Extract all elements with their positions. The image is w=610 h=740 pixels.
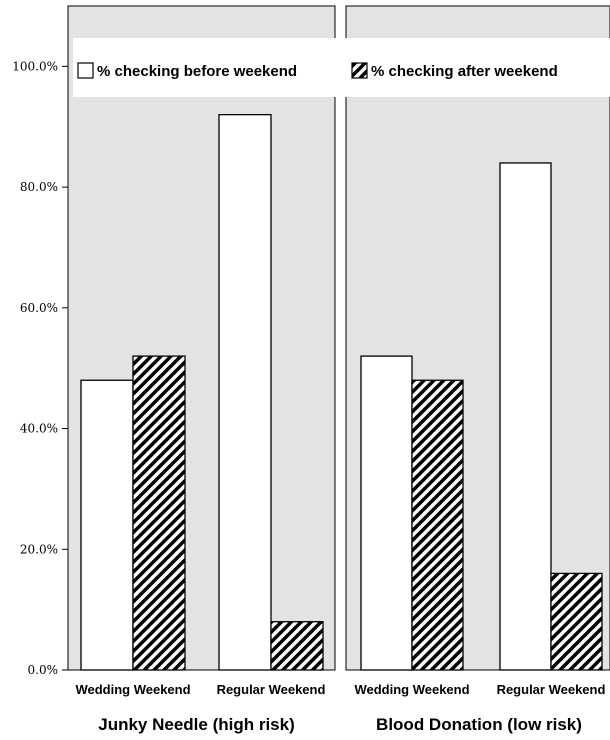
category-label: Regular Weekend: [217, 682, 326, 697]
legend-item: % checking after weekend: [351, 62, 558, 80]
bar-before-weekend: [80, 379, 134, 671]
legend-label: % checking after weekend: [371, 63, 558, 80]
legend-box: [73, 38, 610, 97]
bar-before-weekend: [218, 114, 272, 671]
bar-after-weekend: [550, 572, 603, 671]
legend-swatch-before: [77, 62, 94, 79]
y-tick-label: 20.0%: [20, 542, 58, 556]
category-label: Wedding Weekend: [75, 682, 190, 697]
panel-1: Wedding Weekend Regular Weekend Junky Need…: [67, 5, 336, 734]
bar-before-weekend: [499, 162, 552, 671]
panel-2: Wedding Weekend Regular Weekend Blood Dona…: [345, 5, 610, 734]
bar-after-weekend: [270, 621, 324, 671]
legend-item: % checking before weekend: [77, 62, 297, 80]
bar-before-weekend: [360, 355, 413, 671]
bar-after-weekend: [132, 355, 186, 671]
bar-after-weekend: [411, 379, 464, 671]
y-tick-label: 60.0%: [20, 301, 58, 315]
y-tick-label: 40.0%: [20, 422, 58, 436]
panel-title: Junky Needle (high risk): [98, 715, 295, 734]
y-tick-label: 80.0%: [20, 180, 58, 194]
category-label: Regular Weekend: [497, 682, 606, 697]
category-label: Wedding Weekend: [354, 682, 469, 697]
legend-swatch-after: [351, 62, 368, 79]
legend-label: % checking before weekend: [97, 63, 297, 80]
panel-title: Blood Donation (low risk): [376, 715, 582, 734]
y-tick-label: 100.0%: [12, 59, 58, 73]
y-tick-label: 0.0%: [28, 663, 59, 677]
